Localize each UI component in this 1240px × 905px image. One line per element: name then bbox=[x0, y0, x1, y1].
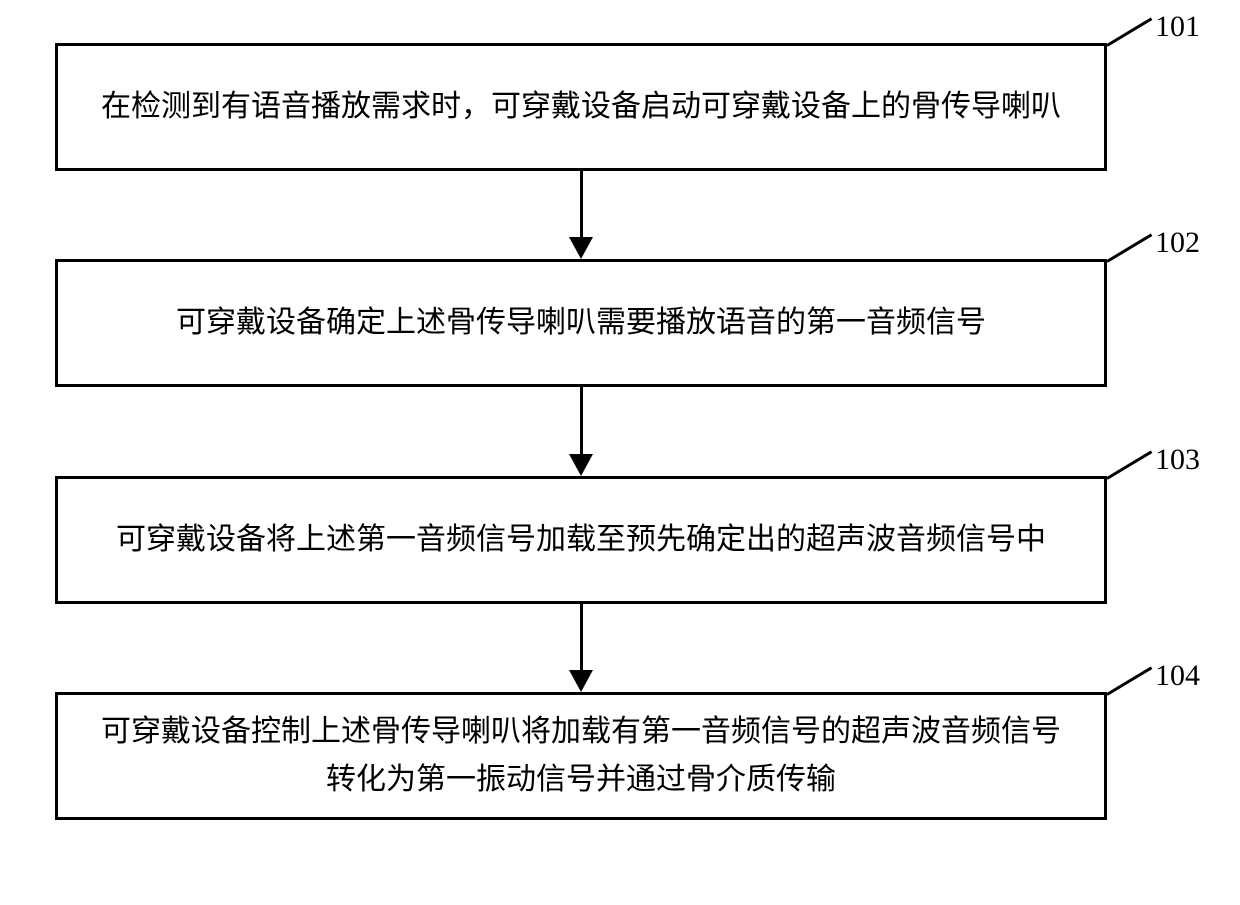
step-label-103: 103 bbox=[1155, 443, 1200, 477]
arrow-head-icon bbox=[569, 670, 593, 692]
step-text: 可穿戴设备控制上述骨传导喇叭将加载有第一音频信号的超声波音频信号转化为第一振动信… bbox=[88, 708, 1074, 804]
arrow-shaft bbox=[580, 171, 583, 237]
step-box-103: 可穿戴设备将上述第一音频信号加载至预先确定出的超声波音频信号中 bbox=[55, 476, 1107, 604]
leader-line bbox=[1106, 450, 1153, 480]
arrow-shaft bbox=[580, 604, 583, 670]
flowchart-canvas: 在检测到有语音播放需求时，可穿戴设备启动可穿戴设备上的骨传导喇叭 101 可穿戴设备… bbox=[0, 0, 1240, 905]
step-text: 可穿戴设备将上述第一音频信号加载至预先确定出的超声波音频信号中 bbox=[116, 516, 1046, 564]
step-text: 可穿戴设备确定上述骨传导喇叭需要播放语音的第一音频信号 bbox=[176, 299, 986, 347]
leader-line bbox=[1106, 17, 1153, 47]
step-box-102: 可穿戴设备确定上述骨传导喇叭需要播放语音的第一音频信号 bbox=[55, 259, 1107, 387]
arrow-head-icon bbox=[569, 237, 593, 259]
step-label-104: 104 bbox=[1155, 659, 1200, 693]
step-label-102: 102 bbox=[1155, 226, 1200, 260]
leader-line bbox=[1106, 233, 1153, 263]
step-text: 在检测到有语音播放需求时，可穿戴设备启动可穿戴设备上的骨传导喇叭 bbox=[101, 83, 1061, 131]
leader-line bbox=[1106, 666, 1153, 696]
step-box-101: 在检测到有语音播放需求时，可穿戴设备启动可穿戴设备上的骨传导喇叭 bbox=[55, 43, 1107, 171]
step-label-101: 101 bbox=[1155, 10, 1200, 44]
arrow-head-icon bbox=[569, 454, 593, 476]
step-box-104: 可穿戴设备控制上述骨传导喇叭将加载有第一音频信号的超声波音频信号转化为第一振动信… bbox=[55, 692, 1107, 820]
arrow-shaft bbox=[580, 387, 583, 454]
